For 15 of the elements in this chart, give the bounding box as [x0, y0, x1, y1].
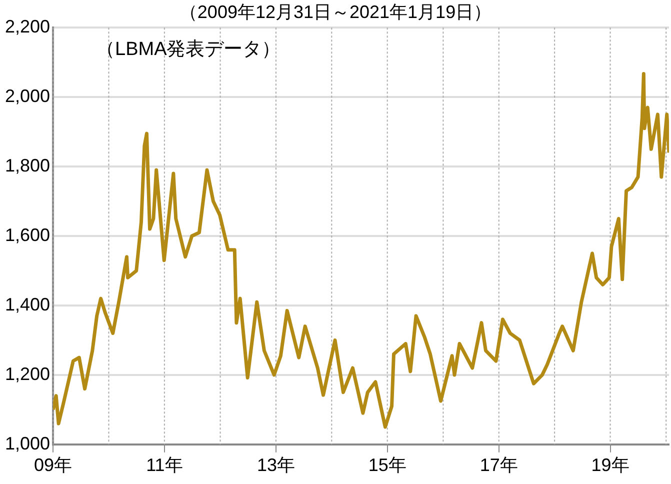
- chart-title: （2009年12月31日～2021年1月19日）: [179, 2, 492, 22]
- x-tick-label: 17年: [480, 455, 518, 476]
- y-tick-label: 2,200: [4, 16, 50, 37]
- x-tick-label: 09年: [34, 455, 72, 476]
- annotation: （LBMA発表データ）: [96, 38, 281, 62]
- y-tick-label: 2,000: [4, 86, 50, 106]
- y-tick-label: 1,600: [4, 224, 50, 245]
- y-tick-label: 1,000: [4, 433, 50, 454]
- x-tick-label: 19年: [591, 455, 630, 476]
- y-tick-label: 1,400: [4, 294, 50, 314]
- x-tick-label: 11年: [146, 455, 183, 476]
- x-tick-label: 15年: [368, 455, 406, 476]
- x-tick-label: 13年: [256, 455, 295, 476]
- y-tick-label: 1,200: [4, 364, 50, 384]
- y-tick-label: 1,800: [4, 156, 50, 176]
